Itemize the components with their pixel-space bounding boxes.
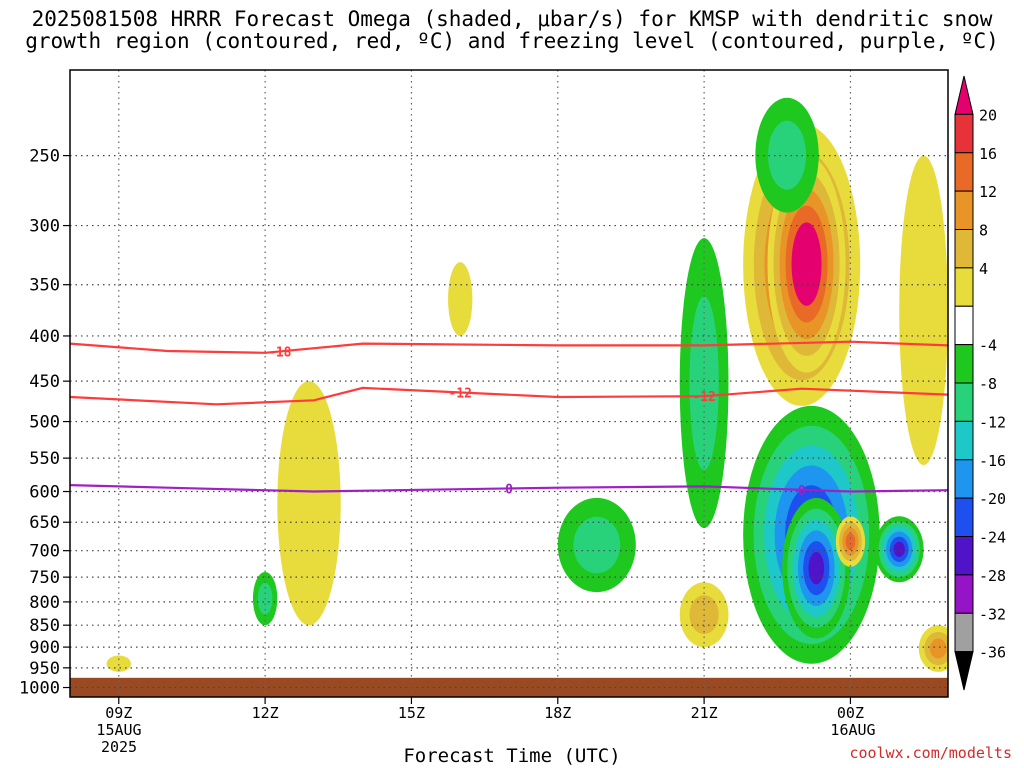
colorbar-swatch [954, 190, 974, 230]
colorbar-label: -32 [979, 605, 1006, 623]
omega-region [448, 262, 473, 336]
y-tick-label: 650 [29, 513, 60, 533]
x-tick-label: 15Z [398, 704, 425, 722]
omega-region [573, 516, 621, 574]
x-axis-label: Forecast Time (UTC) [403, 745, 621, 767]
colorbar-swatch [954, 382, 974, 422]
ground-surface [70, 677, 948, 697]
y-tick-label: 800 [29, 593, 60, 613]
colorbar-label: 20 [979, 106, 997, 124]
colorbar-label: 16 [979, 145, 997, 163]
colorbar: 20 16 12 8 4 -4 -8 -12 -16 -20 -24 -28 -32 -36 [954, 75, 1006, 691]
colorbar-swatch [954, 497, 974, 537]
omega-region [106, 655, 131, 672]
colorbar-swatch [954, 267, 974, 307]
credit-link[interactable]: coolwx.com/modelts [849, 744, 1012, 762]
y-tick-label: 350 [29, 276, 60, 296]
colorbar-swatch [954, 152, 974, 192]
y-tick-label: 850 [29, 616, 60, 636]
y-tick-label: 600 [29, 483, 60, 503]
date-label-start-day: 15AUG [96, 721, 142, 739]
omega-region [277, 381, 341, 626]
x-tick-label: 21Z [691, 704, 718, 722]
colorbar-label: 12 [979, 183, 997, 201]
date-label-start-year: 2025 [100, 738, 138, 756]
colorbar-label: -28 [979, 567, 1006, 585]
x-tick-label: 18Z [544, 704, 571, 722]
chart-title: 2025081508 HRRR Forecast Omega (shaded, … [0, 8, 1024, 52]
contour-label: 0 [505, 482, 513, 497]
colorbar-label: -20 [979, 490, 1006, 508]
y-tick-label: 1000 [19, 679, 60, 699]
chart-title-line2: growth region (contoured, red, ºC) and f… [25, 29, 999, 53]
omega-region [768, 120, 807, 190]
x-tick-label: 00Z [837, 704, 864, 722]
omega-region [929, 638, 947, 659]
colorbar-swatch [954, 420, 974, 461]
y-tick-label: 550 [29, 449, 60, 469]
colorbar-swatch [954, 536, 974, 576]
date-label-end-day: 16AUG [830, 721, 876, 739]
omega-region [893, 541, 905, 557]
colorbar-label: 8 [979, 222, 988, 240]
y-tick-label: 500 [29, 413, 60, 433]
colorbar-label: -16 [979, 452, 1006, 470]
y-tick-label: 900 [29, 638, 60, 658]
contour-line [70, 484, 948, 493]
contour-line [70, 340, 948, 354]
plot-frame [69, 69, 949, 698]
y-tick-label: 450 [29, 372, 60, 392]
x-tick-label: 09Z [105, 704, 132, 722]
omega-region [899, 155, 948, 466]
y-tick-label: 750 [29, 568, 60, 588]
contour-label: 0 [798, 484, 806, 499]
chart-title-line1: 2025081508 HRRR Forecast Omega (shaded, … [31, 7, 993, 31]
contour-label: -18 [268, 345, 292, 360]
colorbar-label: -12 [979, 413, 1006, 431]
y-tick-label: 700 [29, 542, 60, 562]
colorbar-swatch [954, 612, 974, 653]
colorbar-swatch [954, 574, 974, 614]
colorbar-label: -36 [979, 644, 1006, 662]
date-label-end: 16AUG [818, 721, 888, 739]
date-label-start: 15AUG 2025 [90, 721, 148, 756]
x-tick-label: 12Z [252, 704, 279, 722]
y-tick-label: 950 [29, 659, 60, 679]
colorbar-label: -4 [979, 337, 997, 355]
colorbar-swatch [954, 229, 974, 269]
plot-area: -18 -12 -12 0 0 [70, 70, 948, 697]
colorbar-swatch [954, 113, 974, 154]
omega-region [689, 296, 719, 471]
colorbar-label: -24 [979, 529, 1006, 547]
y-tick-label: 250 [29, 147, 60, 167]
contour-label: -12 [448, 386, 471, 401]
y-tick-label: 300 [29, 217, 60, 237]
omega-region [845, 533, 856, 550]
omega-region [808, 551, 825, 585]
colorbar-swatch [954, 459, 974, 499]
contour-label: -12 [692, 390, 715, 405]
colorbar-swatch [954, 305, 974, 346]
omega-region [797, 239, 816, 290]
colorbar-swatch [954, 651, 974, 691]
contour-line [70, 386, 948, 406]
y-tick-label: 400 [29, 327, 60, 347]
colorbar-label: 4 [979, 260, 988, 278]
colorbar-label: -8 [979, 375, 997, 393]
colorbar-swatch [954, 344, 974, 384]
colorbar-swatch [954, 75, 974, 115]
